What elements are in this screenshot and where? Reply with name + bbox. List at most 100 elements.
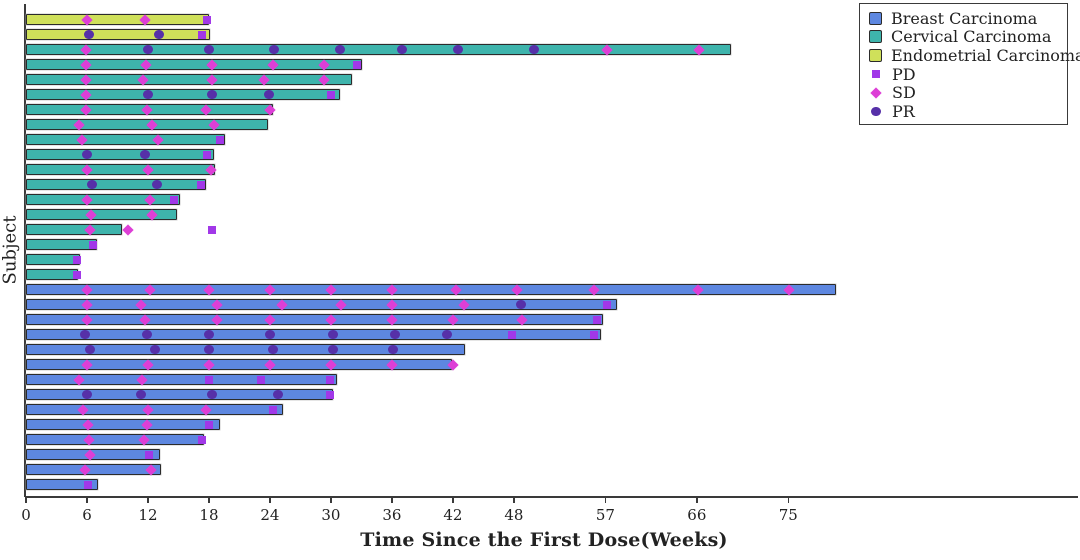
pr-marker [328, 344, 338, 355]
swimmer-bar [25, 284, 836, 295]
swimmer-bar [25, 464, 161, 475]
pr-marker [204, 344, 214, 355]
pr-marker [143, 44, 153, 55]
x-tick-label: 57 [595, 505, 615, 524]
pd-marker [208, 225, 216, 234]
pr-marker [207, 389, 217, 400]
pd-marker [197, 435, 206, 444]
pr-marker [207, 89, 217, 100]
pr-marker [264, 89, 274, 100]
x-tick [696, 497, 698, 503]
swimmer-bar [25, 209, 177, 220]
pd-marker [202, 150, 211, 159]
pr-marker [152, 179, 162, 190]
swimmer-bar [25, 149, 214, 160]
swimmer-bar [25, 299, 618, 310]
swimmer-bar [25, 479, 98, 490]
pr-marker [328, 329, 338, 340]
swimmer-bar [25, 344, 465, 355]
x-tick-label: 75 [778, 505, 798, 524]
x-tick [604, 497, 607, 503]
x-tick-label: 0 [21, 505, 31, 524]
x-tick [452, 497, 454, 503]
pd-marker [204, 420, 213, 429]
swimmer-bar [25, 374, 337, 385]
pr-marker [85, 344, 95, 355]
pd-marker [603, 300, 612, 309]
x-tick-label: 36 [382, 505, 402, 524]
y-axis-label: Subject [0, 215, 21, 285]
legend-label: PR [892, 101, 915, 121]
sd-marker-icon [869, 87, 883, 99]
pr-marker-icon [869, 106, 883, 117]
swimmer-bar [25, 164, 215, 175]
swimmer-bar [25, 14, 210, 25]
legend-item-marker: PD [869, 65, 1061, 84]
pd-marker [170, 195, 179, 204]
legend: Breast Carcinoma Cervical Carcinoma Endome… [859, 3, 1080, 125]
swimmer-bar [25, 74, 352, 85]
pr-marker [273, 389, 283, 400]
sd-marker [121, 223, 134, 236]
pd-marker [325, 375, 334, 384]
legend-item-group: Cervical Carcinoma [869, 27, 1061, 47]
legend-label: SD [892, 83, 916, 103]
pd-marker [144, 450, 153, 459]
swimmer-bar [25, 269, 79, 280]
pd-marker [202, 15, 211, 24]
swimmer-bar [25, 179, 207, 190]
x-tick-label: 12 [138, 505, 158, 524]
x-tick [147, 497, 149, 503]
x-tick [269, 497, 271, 503]
pd-marker [204, 375, 213, 384]
pd-marker [590, 330, 599, 339]
legend-label: PD [892, 64, 916, 84]
swimmer-bar [25, 329, 601, 340]
pr-marker [204, 329, 214, 340]
pd-marker [72, 270, 81, 279]
pd-marker [72, 255, 81, 264]
pr-marker [529, 44, 539, 55]
pr-marker [390, 329, 400, 340]
x-tick [86, 497, 88, 503]
pd-marker [593, 315, 602, 324]
pr-marker [335, 44, 345, 55]
swimmer-bar [25, 194, 180, 205]
legend-swatch-icon [869, 48, 882, 62]
pr-marker [87, 179, 97, 190]
pd-marker [268, 405, 277, 414]
swimmer-bar [25, 59, 362, 70]
legend-label: Cervical Carcinoma [891, 27, 1052, 47]
pr-marker [136, 389, 146, 400]
x-tick [25, 497, 27, 503]
swimmer-bar [25, 224, 123, 235]
x-tick-label: 42 [443, 505, 463, 524]
legend-item-marker: SD [869, 83, 1061, 102]
pr-marker [388, 344, 398, 355]
y-axis-line [24, 4, 27, 497]
pd-marker [353, 60, 362, 69]
pr-marker [80, 329, 90, 340]
swimmer-bar [25, 89, 340, 100]
pr-marker [516, 299, 526, 310]
x-tick [330, 497, 332, 503]
pd-marker [325, 390, 334, 399]
x-tick-label: 24 [260, 505, 280, 524]
x-axis-label: Time Since the First Dose(Weeks) [360, 529, 728, 551]
pr-marker [204, 44, 214, 55]
legend-swatch-icon [869, 11, 882, 25]
legend-label: Breast Carcinoma [891, 8, 1038, 28]
pd-marker [84, 480, 92, 489]
x-tick-label: 66 [687, 505, 707, 524]
pd-marker [326, 90, 335, 99]
swimmer-bar [25, 314, 603, 325]
pr-marker [143, 89, 153, 100]
swimmer-bar [25, 29, 211, 40]
pr-marker [453, 44, 463, 55]
pr-marker [268, 344, 278, 355]
x-tick-label: 18 [199, 505, 219, 524]
x-axis-line [26, 496, 1078, 498]
pr-marker [142, 329, 152, 340]
pr-marker [269, 44, 279, 55]
